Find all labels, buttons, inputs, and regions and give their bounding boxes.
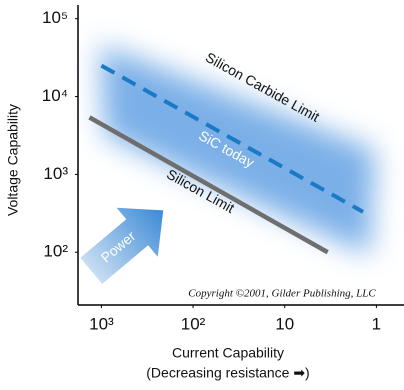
y-axis-label: Voltage Capability	[5, 104, 21, 216]
x-axis-label: Current Capability	[172, 345, 284, 361]
chart: Power Silicon Carbide Limit SiC today Si…	[0, 0, 404, 385]
y-tick-label: 10⁵	[42, 8, 68, 27]
page: {"chart_data": {"type": "line", "x_label…	[0, 0, 404, 385]
x-tick-label: 1	[372, 314, 381, 333]
y-tick-label: 10²	[43, 242, 68, 261]
y-tick-label: 10⁴	[42, 86, 68, 105]
x-tick-label: 10³	[89, 314, 114, 333]
x-tick-label: 10²	[181, 314, 206, 333]
copyright: Copyright ©2001, Gilder Publishing, LLC	[188, 288, 376, 300]
power-arrow: Power	[71, 186, 184, 295]
x-axis-note: (Decreasing resistance ➡)	[146, 365, 309, 381]
x-tick-label: 10	[275, 314, 294, 333]
y-tick-label: 10³	[43, 164, 68, 183]
